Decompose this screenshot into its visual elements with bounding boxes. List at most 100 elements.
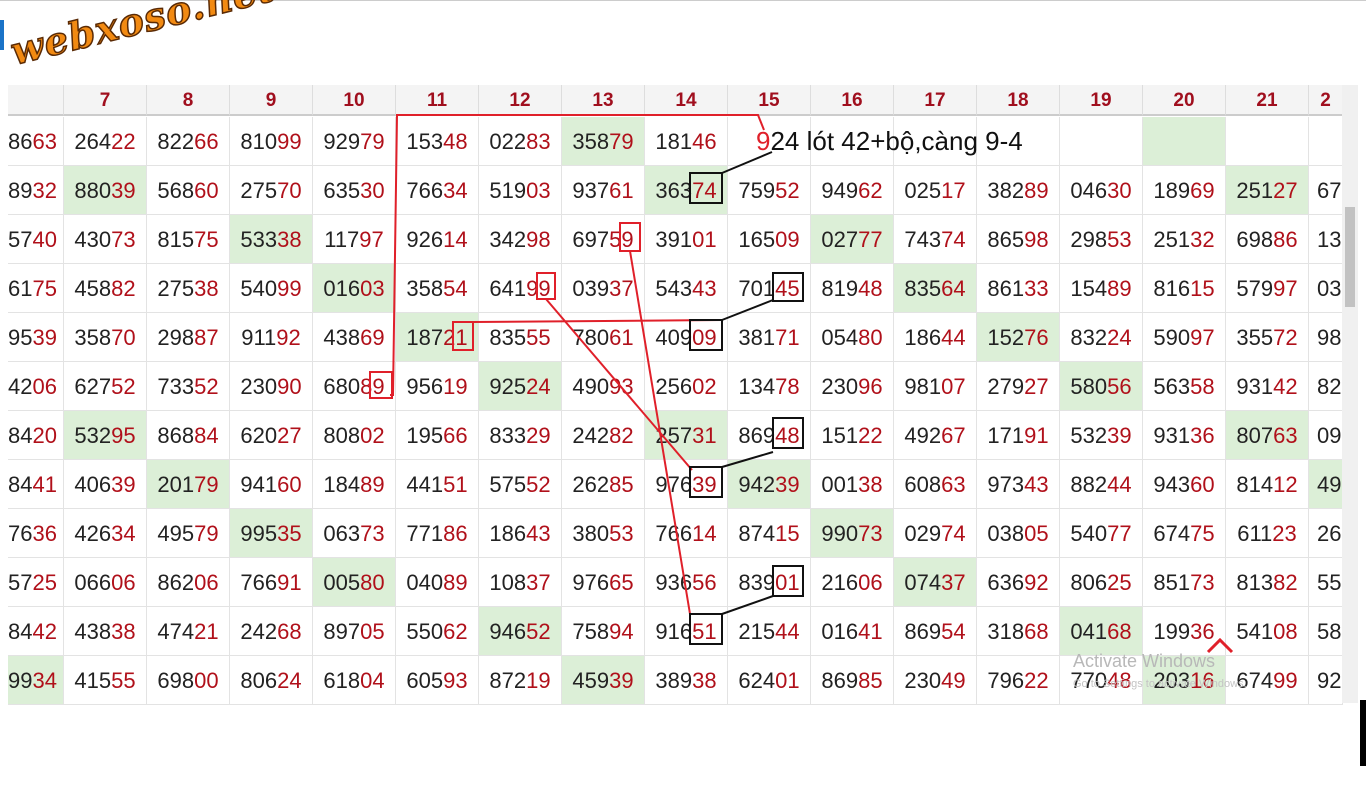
- number-cell: 02974: [894, 509, 977, 558]
- number-cell: 35870: [64, 313, 147, 362]
- black-line: [721, 451, 774, 468]
- column-header: 20: [1143, 85, 1226, 116]
- number-cell: 38938: [645, 656, 728, 705]
- number-cell: 94239: [728, 460, 811, 509]
- number-cell: 9934: [8, 656, 64, 705]
- scroll-top-icon[interactable]: [1206, 637, 1234, 654]
- number-cell: 20179: [147, 460, 230, 509]
- number-cell: 18644: [894, 313, 977, 362]
- number-cell: 94652: [479, 607, 562, 656]
- number-cell: 39101: [645, 215, 728, 264]
- number-cell: 8441: [8, 460, 64, 509]
- number-cell: 35879: [562, 117, 645, 166]
- number-cell: 25731: [645, 411, 728, 460]
- number-cell: 91192: [230, 313, 313, 362]
- number-cell: 18969: [1143, 166, 1226, 215]
- number-cell: 76691: [230, 558, 313, 607]
- number-cell: 8932: [8, 166, 64, 215]
- number-cell: 38171: [728, 313, 811, 362]
- scrollbar[interactable]: [1342, 85, 1358, 703]
- number-cell: 06606: [64, 558, 147, 607]
- number-cell: 83901: [728, 558, 811, 607]
- number-cell: 80624: [230, 656, 313, 705]
- number-cell: 01641: [811, 607, 894, 656]
- number-cell: [1226, 117, 1309, 166]
- number-cell: 8442: [8, 607, 64, 656]
- number-cell: 42634: [64, 509, 147, 558]
- number-cell: 04089: [396, 558, 479, 607]
- number-cell: 35572: [1226, 313, 1309, 362]
- number-cell: 27570: [230, 166, 313, 215]
- number-cell: 63530: [313, 166, 396, 215]
- number-cell: 67: [1309, 166, 1343, 215]
- number-cell: 80802: [313, 411, 396, 460]
- number-cell: 88039: [64, 166, 147, 215]
- number-cell: 34298: [479, 215, 562, 264]
- number-cell: 53338: [230, 215, 313, 264]
- number-cell: 93136: [1143, 411, 1226, 460]
- number-cell: 25127: [1226, 166, 1309, 215]
- number-cell: 18643: [479, 509, 562, 558]
- number-cell: 79622: [977, 656, 1060, 705]
- number-cell: 86884: [147, 411, 230, 460]
- number-cell: 56358: [1143, 362, 1226, 411]
- number-cell: 73352: [147, 362, 230, 411]
- number-cell: 83555: [479, 313, 562, 362]
- number-cell: 27927: [977, 362, 1060, 411]
- number-cell: 55062: [396, 607, 479, 656]
- number-cell: 56860: [147, 166, 230, 215]
- number-cell: 99073: [811, 509, 894, 558]
- number-cell: 15276: [977, 313, 1060, 362]
- number-cell: [894, 117, 977, 166]
- number-cell: 6175: [8, 264, 64, 313]
- number-cell: 06373: [313, 509, 396, 558]
- number-cell: 81412: [1226, 460, 1309, 509]
- number-cell: 38289: [977, 166, 1060, 215]
- number-cell: 94360: [1143, 460, 1226, 509]
- column-header: 10: [313, 85, 396, 116]
- scroll-thumb[interactable]: [1345, 207, 1355, 307]
- column-header: 9: [230, 85, 313, 116]
- number-cell: 61804: [313, 656, 396, 705]
- black-line: [721, 595, 774, 615]
- number-cell: 95619: [396, 362, 479, 411]
- number-cell: 97343: [977, 460, 1060, 509]
- number-cell: 99535: [230, 509, 313, 558]
- number-cell: 69886: [1226, 215, 1309, 264]
- number-cell: 67475: [1143, 509, 1226, 558]
- number-cell: 80625: [1060, 558, 1143, 607]
- number-cell: 41555: [64, 656, 147, 705]
- column-header: 19: [1060, 85, 1143, 116]
- number-cell: 23049: [894, 656, 977, 705]
- number-cell: 69759: [562, 215, 645, 264]
- number-cell: 02777: [811, 215, 894, 264]
- number-cell: 26: [1309, 509, 1343, 558]
- number-cell: 13478: [728, 362, 811, 411]
- number-cell: 74374: [894, 215, 977, 264]
- number-cell: 68089: [313, 362, 396, 411]
- edge-accent: [0, 20, 4, 50]
- number-cell: [811, 117, 894, 166]
- number-cell: 25602: [645, 362, 728, 411]
- number-cell: 81382: [1226, 558, 1309, 607]
- number-cell: 19936: [1143, 607, 1226, 656]
- number-cell: 87219: [479, 656, 562, 705]
- number-cell: 81948: [811, 264, 894, 313]
- number-cell: 60863: [894, 460, 977, 509]
- number-cell: 61123: [1226, 509, 1309, 558]
- number-cell: 63692: [977, 558, 1060, 607]
- number-cell: 29887: [147, 313, 230, 362]
- number-cell: 62027: [230, 411, 313, 460]
- number-cell: 82266: [147, 117, 230, 166]
- number-cell: 45882: [64, 264, 147, 313]
- column-header: 17: [894, 85, 977, 116]
- number-cell: [728, 117, 811, 166]
- number-cell: 43869: [313, 313, 396, 362]
- number-cell: 92524: [479, 362, 562, 411]
- number-cell: 49579: [147, 509, 230, 558]
- number-cell: 44151: [396, 460, 479, 509]
- black-box: [772, 272, 804, 302]
- edge-bar: [1360, 700, 1366, 766]
